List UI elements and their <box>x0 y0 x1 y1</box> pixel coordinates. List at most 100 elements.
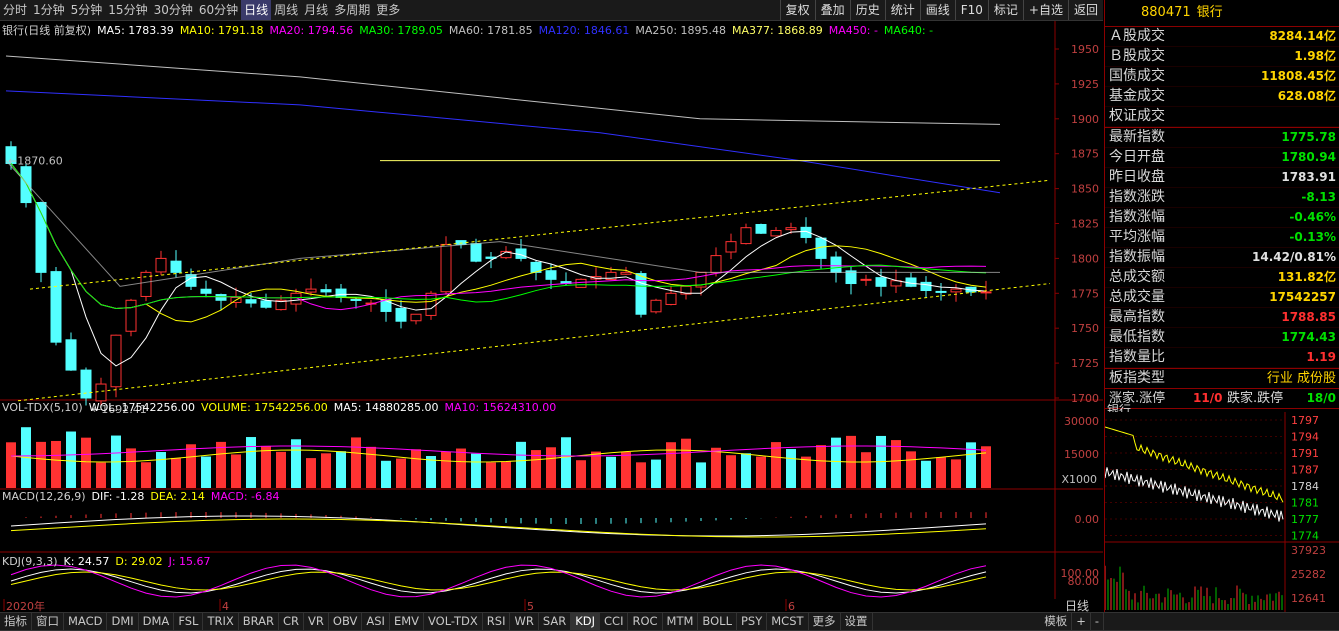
volume-bar[interactable] <box>576 460 586 488</box>
candle-body[interactable] <box>770 229 782 237</box>
indicator-tab-25[interactable]: 设置 <box>841 613 873 630</box>
candle-body[interactable] <box>50 271 62 343</box>
period-tab-0[interactable]: 分时 <box>3 3 28 17</box>
indicator-tab-9[interactable]: VR <box>304 613 329 630</box>
volume-bar[interactable] <box>291 439 301 488</box>
volume-bar[interactable] <box>81 437 91 488</box>
volume-bar[interactable] <box>336 451 346 488</box>
indicator-tab-16[interactable]: SAR <box>539 613 572 630</box>
volume-bar[interactable] <box>831 437 841 488</box>
volume-bar[interactable] <box>66 431 76 488</box>
candle-body[interactable] <box>845 270 857 285</box>
tool-button-1[interactable]: 叠加 <box>814 0 850 20</box>
tool-button-2[interactable]: 历史 <box>849 0 885 20</box>
volume-bar[interactable] <box>921 460 931 488</box>
volume-bar[interactable] <box>141 462 151 488</box>
volume-bar[interactable] <box>216 441 226 488</box>
volume-bar[interactable] <box>51 440 61 488</box>
volume-bar[interactable] <box>726 455 736 488</box>
candle-body[interactable] <box>35 202 47 273</box>
volume-bar[interactable] <box>636 462 646 488</box>
volume-bar[interactable] <box>366 446 376 488</box>
indicator-tab-10[interactable]: OBV <box>329 613 363 630</box>
volume-bar[interactable] <box>981 446 991 488</box>
volume-bar[interactable] <box>486 462 496 488</box>
indicator-tab-12[interactable]: EMV <box>390 613 424 630</box>
candle-body[interactable] <box>575 278 587 288</box>
template-control-2[interactable]: - <box>1091 613 1104 630</box>
candle-body[interactable] <box>80 369 92 399</box>
indicator-tab-1[interactable]: 窗口 <box>32 613 64 630</box>
indicator-tab-18[interactable]: CCI <box>600 613 629 630</box>
volume-bar[interactable] <box>246 437 256 488</box>
candle-body[interactable] <box>875 277 887 287</box>
candle-body[interactable] <box>620 271 632 275</box>
volume-bar[interactable] <box>126 448 136 488</box>
candle-body[interactable] <box>710 255 722 274</box>
volume-bar[interactable] <box>561 437 571 488</box>
candle-body[interactable] <box>290 292 302 305</box>
template-control-0[interactable]: 模板 <box>1040 613 1073 630</box>
period-tab-9[interactable]: 多周期 <box>334 3 371 17</box>
period-tab-3[interactable]: 15分钟 <box>108 3 148 17</box>
volume-bar[interactable] <box>441 451 451 488</box>
candle-body[interactable] <box>680 285 692 295</box>
volume-bar[interactable] <box>396 458 406 488</box>
volume-bar[interactable] <box>681 438 691 488</box>
tool-button-6[interactable]: 标记 <box>987 0 1023 20</box>
candle-body[interactable] <box>980 291 992 294</box>
candle-body[interactable] <box>350 298 362 301</box>
candle-body[interactable] <box>665 292 677 305</box>
indicator-tab-6[interactable]: TRIX <box>203 613 239 630</box>
volume-bar[interactable] <box>276 451 286 488</box>
volume-bar[interactable] <box>936 457 946 488</box>
volume-bar[interactable] <box>96 462 106 488</box>
volume-bar[interactable] <box>261 445 271 488</box>
candle-body[interactable] <box>635 273 647 315</box>
volume-bar[interactable] <box>666 442 676 488</box>
candle-body[interactable] <box>440 243 452 293</box>
volume-bar[interactable] <box>621 451 631 488</box>
tool-button-8[interactable]: 返回 <box>1067 0 1103 20</box>
candle-body[interactable] <box>260 300 272 308</box>
candle-body[interactable] <box>65 339 77 371</box>
tool-button-7[interactable]: +自选 <box>1022 0 1068 20</box>
volume-bar[interactable] <box>591 451 601 488</box>
candle-body[interactable] <box>95 383 107 402</box>
candle-body[interactable] <box>170 260 182 273</box>
trendline-upper[interactable] <box>29 179 1051 290</box>
volume-bar[interactable] <box>456 448 466 488</box>
candle-body[interactable] <box>155 257 167 273</box>
indicator-tab-5[interactable]: FSL <box>174 613 204 630</box>
candle-body[interactable] <box>650 299 662 313</box>
volume-bar[interactable] <box>6 442 16 488</box>
indicator-tab-24[interactable]: 更多 <box>809 613 841 630</box>
volume-bar[interactable] <box>711 447 721 488</box>
candle-body[interactable] <box>800 226 812 238</box>
candle-body[interactable] <box>455 240 467 245</box>
volume-bar[interactable] <box>501 461 511 488</box>
indicator-tab-21[interactable]: BOLL <box>698 613 737 630</box>
candle-body[interactable] <box>200 288 212 294</box>
candle-body[interactable] <box>920 281 932 292</box>
candle-body[interactable] <box>335 288 347 298</box>
volume-bar[interactable] <box>786 449 796 488</box>
volume-bar[interactable] <box>186 444 196 488</box>
indicator-tab-23[interactable]: MCST <box>767 613 809 630</box>
indicator-tab-3[interactable]: DMI <box>107 613 139 630</box>
candle-body[interactable] <box>305 288 317 293</box>
volume-bar[interactable] <box>306 458 316 488</box>
period-tab-4[interactable]: 30分钟 <box>153 3 193 17</box>
volume-bar[interactable] <box>606 456 616 488</box>
sector-value[interactable]: 行业 成份股 <box>1266 371 1336 386</box>
candle-body[interactable] <box>830 256 842 273</box>
volume-bar[interactable] <box>231 454 241 488</box>
volume-bar[interactable] <box>756 456 766 488</box>
candle-body[interactable] <box>545 270 557 280</box>
indicator-tab-7[interactable]: BRAR <box>239 613 280 630</box>
volume-bar[interactable] <box>381 460 391 488</box>
trendline-lower[interactable] <box>17 283 1051 402</box>
candle-body[interactable] <box>185 274 197 287</box>
candle-body[interactable] <box>245 299 257 304</box>
